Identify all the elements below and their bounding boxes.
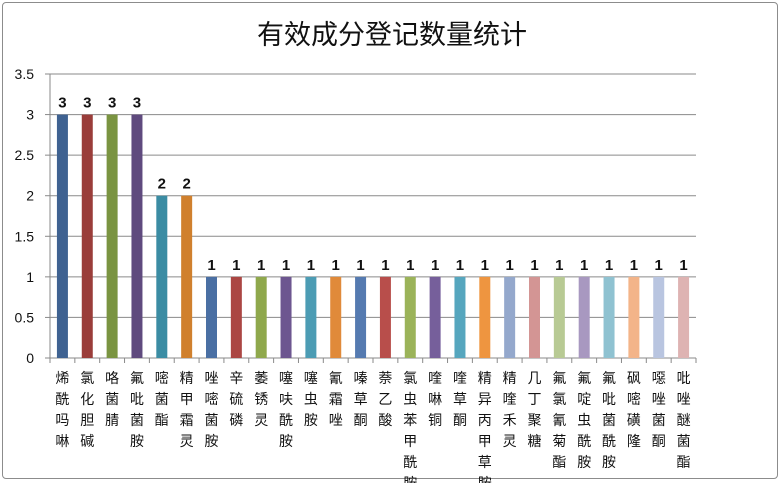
data-label: 2 [158,176,166,193]
bar [429,276,441,358]
data-label: 1 [257,257,265,274]
bar [56,114,68,358]
y-tick-label: 0 [26,350,34,366]
data-label: 1 [605,257,613,274]
category-label: 喹啉铜 [428,371,442,429]
bar [479,276,491,358]
bar [603,276,615,358]
category-label: 氰霜唑 [329,371,343,429]
y-tick-label: 2 [26,188,34,204]
category-label: 氟啶虫酰胺 [577,371,591,471]
data-label: 3 [58,95,66,112]
category-label: 氟吡菌酰胺 [602,371,616,471]
data-label: 1 [630,257,638,274]
bar [404,276,416,358]
category-label: 几丁聚糖 [528,371,542,450]
bar [230,276,242,358]
data-label: 3 [108,95,116,112]
y-tick-label: 2.5 [15,147,35,163]
category-label: 氯虫苯甲酰胺 [403,371,417,483]
gridlines [50,73,696,318]
data-label: 1 [406,257,414,274]
category-label: 噁唑菌酮 [652,371,666,450]
category-label: 喹草酮 [453,371,467,429]
y-tick-label: 3.5 [15,66,35,82]
data-label: 1 [655,257,663,274]
category-label: 唑嘧菌胺 [205,371,219,450]
bar [181,195,193,358]
bar [206,276,217,358]
bar [678,276,690,358]
bar [106,114,118,358]
y-tick-labels: 0 0.5 1 1.5 2 2.5 3 3.5 [15,66,35,366]
data-label: 1 [456,257,464,274]
axes [45,73,697,363]
data-label: 1 [307,257,315,274]
bar [280,276,292,358]
category-label: 精异丙甲草胺 [478,371,492,483]
category-label: 氯化胆碱 [80,371,94,450]
category-label: 萘乙酸 [378,371,392,429]
bar [628,276,640,358]
category-label: 砜嘧磺隆 [627,371,641,450]
data-label: 1 [679,257,687,274]
data-label: 3 [133,95,141,112]
bar [379,276,391,358]
bar [330,276,342,358]
category-label: 氟吡菌胺 [130,371,144,450]
data-label: 1 [580,257,588,274]
y-tick-label: 0.5 [15,309,35,325]
category-label: 氟氯氰菊酯 [552,371,566,471]
data-label: 1 [282,257,290,274]
data-label: 1 [530,257,538,274]
category-label: 嗪草酮 [354,371,368,429]
bar [553,276,565,358]
bar [305,276,317,358]
category-label: 烯酰吗啉 [55,371,69,450]
data-label: 1 [332,257,340,274]
y-tick-label: 1.5 [15,228,35,244]
bar [131,114,143,358]
data-label: 3 [83,95,91,112]
bar [504,276,516,358]
data-label: 1 [381,257,389,274]
bars [56,114,690,358]
category-label: 噻虫胺 [304,370,318,429]
category-label: 嘧菌酯 [155,370,169,429]
data-label: 2 [182,176,190,193]
category-label: 精甲霜灵 [180,371,194,450]
bar [355,276,367,358]
bar [454,276,466,358]
category-labels: 烯酰吗啉氯化胆碱咯菌腈氟吡菌胺嘧菌酯精甲霜灵唑嘧菌胺辛硫磷萎锈灵噻呋酰胺噻虫胺氰… [55,370,690,483]
data-label: 1 [356,257,364,274]
data-labels: 3 3 3 32 21 1 1 1 1 1 1 1 1 1 1 1 1 1 1 1 1 1 1 1 [58,95,687,274]
category-label: 咯菌腈 [105,371,119,429]
y-tick-label: 3 [26,107,34,123]
chart-title: 有效成分登记数量统计 [257,20,527,51]
data-label: 1 [232,257,240,274]
category-label: 精喹禾灵 [503,371,517,450]
data-label: 1 [555,257,563,274]
y-tick-label: 1 [26,269,34,285]
category-label: 吡唑醚菌酯 [677,371,691,471]
bar [653,276,665,358]
category-label: 萎锈灵 [254,371,268,429]
data-label: 1 [207,257,215,274]
data-label: 1 [505,257,513,274]
bar [81,114,93,358]
bar [156,195,168,358]
bar [255,276,267,358]
data-label: 1 [431,257,439,274]
category-label: 噻呋酰胺 [279,370,293,450]
category-label: 辛硫磷 [229,371,243,429]
bar [578,276,590,358]
data-label: 1 [481,257,489,274]
bar [529,276,540,358]
